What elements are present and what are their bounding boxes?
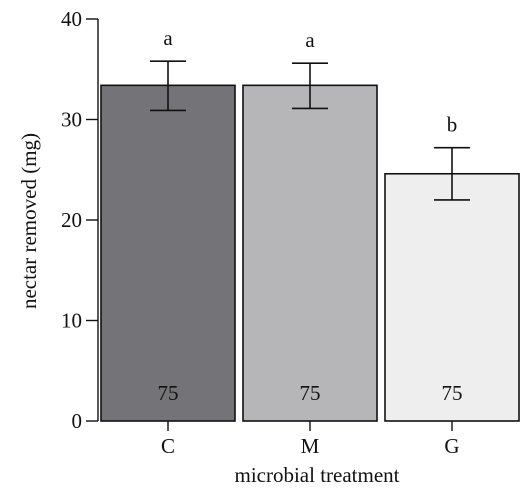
sample-size-M: 75 [300, 381, 321, 405]
bar-G [384, 172, 520, 422]
y-axis-label: nectar removed (mg) [17, 133, 41, 309]
y-tick-label-3: 30 [61, 108, 82, 132]
bar-M [242, 84, 378, 422]
y-tick-label-2: 20 [61, 208, 82, 232]
sample-size-G: 75 [442, 381, 463, 405]
x-tick-label-M: M [301, 434, 320, 458]
y-tick-label-0: 0 [72, 409, 83, 433]
sample-size-C: 75 [158, 381, 179, 405]
significance-letter-M: a [305, 28, 315, 52]
x-axis-label: microbial treatment [234, 463, 399, 487]
y-tick-label-4: 40 [61, 7, 82, 31]
x-tick-label-G: G [444, 434, 459, 458]
y-tick-label-1: 10 [61, 309, 82, 333]
significance-letter-C: a [163, 26, 173, 50]
bar-C [100, 84, 236, 422]
x-tick-label-C: C [161, 434, 175, 458]
significance-letter-G: b [447, 113, 458, 137]
